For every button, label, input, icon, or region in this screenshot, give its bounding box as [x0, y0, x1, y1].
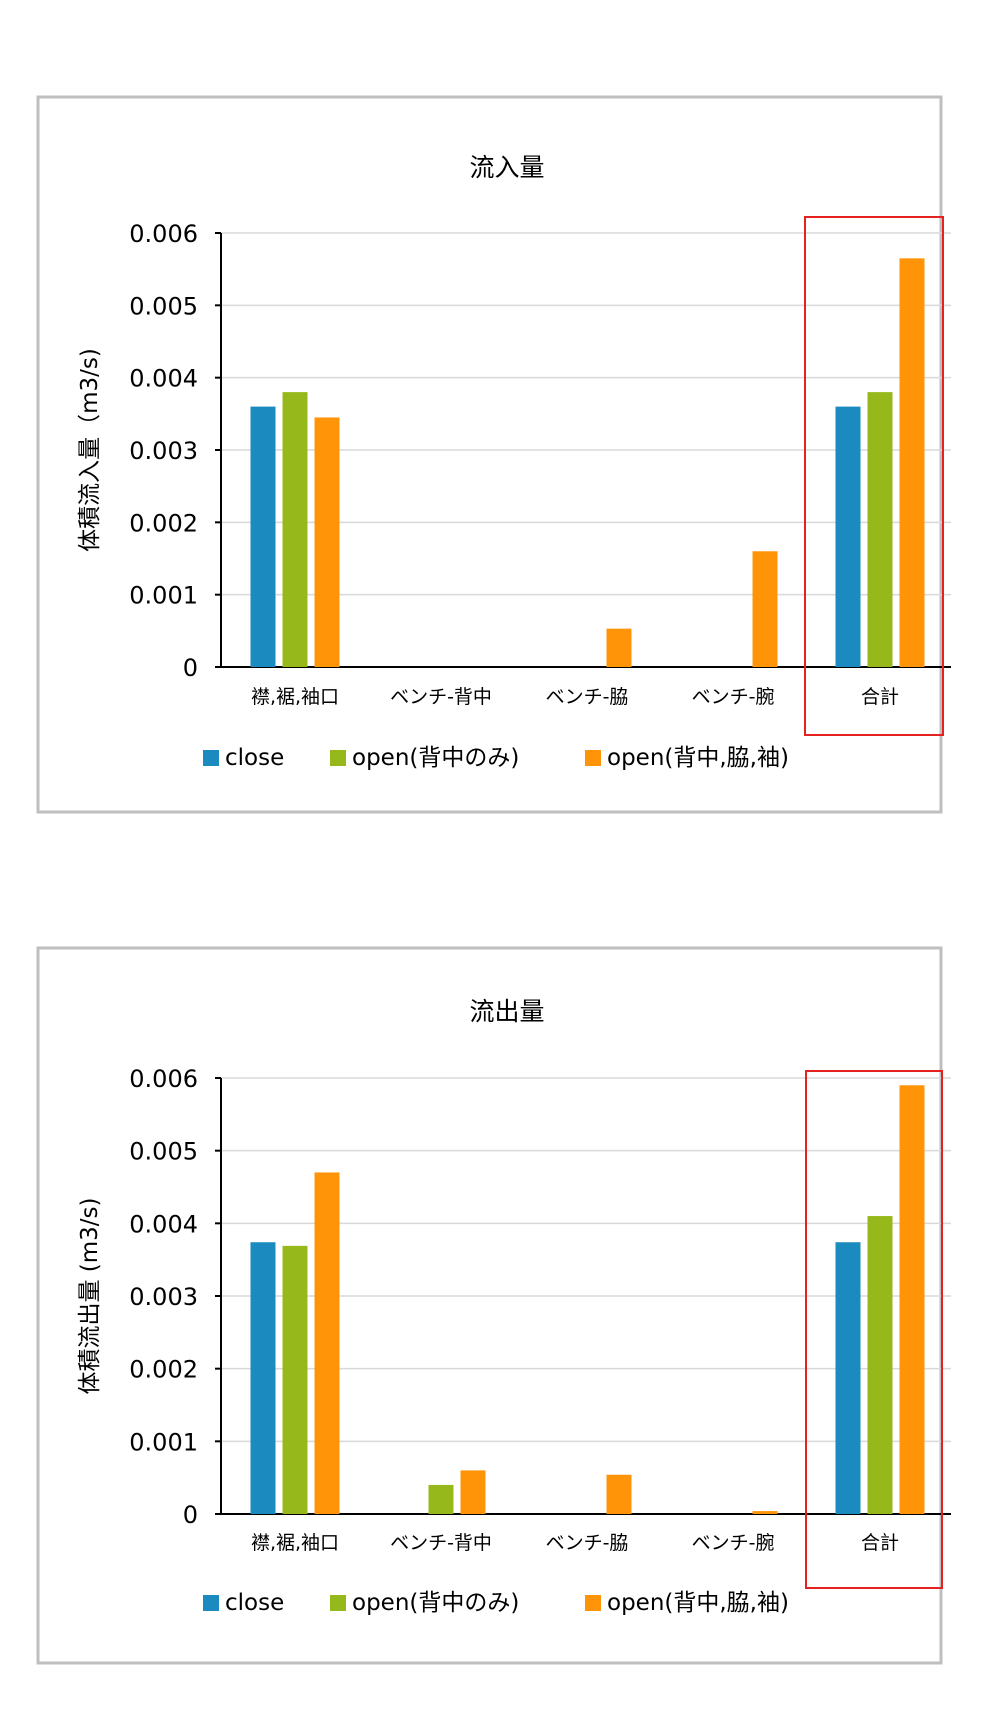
x-category-label: ベンチ-腕: [692, 1532, 775, 1554]
bar-open-2: [606, 1474, 632, 1514]
legend-label: open(背中,脇,袖): [607, 745, 789, 771]
y-tick-label: 0.001: [129, 1428, 198, 1456]
x-category-label: ベンチ-脇: [546, 686, 629, 708]
y-tick-label: 0.006: [129, 220, 198, 248]
legend-swatch-open: [585, 1595, 601, 1611]
y-tick-label: 0.004: [129, 365, 198, 393]
inflow-chart: 流入量 0 0.001 0.002 0.003 0.004 0.005 0.006 体積流入量（…: [36, 95, 951, 814]
bar-open-0: [314, 417, 340, 667]
bar-open-4: [867, 1216, 893, 1514]
x-category-label: ベンチ-背中: [390, 686, 492, 708]
chart-title: 流出量: [469, 997, 544, 1026]
bar-open-1: [460, 1470, 486, 1514]
outflow-chart-panel: 流出量 0 0.001 0.002 0.003 0.004 0.005 0.006 体積流出量 …: [0, 858, 1000, 1716]
bar-close-4: [835, 406, 861, 667]
bar-open-0: [282, 392, 308, 667]
y-tick-label: 0.002: [129, 1356, 198, 1384]
legend-swatch-close: [203, 750, 219, 766]
legend-swatch-open: [330, 1595, 346, 1611]
legend-label: close: [225, 745, 284, 771]
y-axis-label: 体積流出量 (m3/s): [77, 1197, 103, 1394]
x-category-label: ベンチ-腕: [692, 686, 775, 708]
x-category-label: ベンチ-背中: [390, 1532, 492, 1554]
legend-label: open(背中のみ): [352, 745, 519, 771]
y-tick-label: 0.003: [129, 1283, 198, 1311]
bar-open-0: [314, 1172, 340, 1514]
x-category-label: 合計: [861, 686, 899, 708]
inflow-chart-panel: 流入量 0 0.001 0.002 0.003 0.004 0.005 0.006 体積流入量（…: [0, 0, 1000, 858]
legend-label: open(背中,脇,袖): [607, 1590, 789, 1616]
bar-open-3: [752, 1511, 778, 1514]
legend-label: open(背中のみ): [352, 1590, 519, 1616]
bar-open-4: [867, 392, 893, 667]
x-category-label: 襟,裾,袖口: [251, 686, 339, 708]
x-category-label: 襟,裾,袖口: [251, 1532, 339, 1554]
chart-frame: [36, 946, 943, 1665]
y-tick-label: 0.005: [129, 1138, 198, 1166]
highlight-box-total: [804, 216, 944, 736]
bar-open-2: [606, 628, 632, 667]
bar-open-3: [752, 551, 778, 667]
legend-swatch-open: [585, 750, 601, 766]
y-tick-label: 0.006: [129, 1065, 198, 1093]
y-tick-label: 0.002: [129, 509, 198, 537]
legend-swatch-close: [203, 1595, 219, 1611]
y-tick-label: 0: [183, 1501, 198, 1529]
bar-close-0: [250, 406, 276, 667]
bar-close-0: [250, 1242, 276, 1514]
bar-open-1: [428, 1484, 454, 1514]
bar-open-4: [899, 1085, 925, 1514]
x-category-label: ベンチ-脇: [546, 1532, 629, 1554]
chart-title: 流入量: [469, 153, 544, 182]
y-axis-label: 体積流入量（m3/s): [77, 348, 103, 552]
x-category-label: 合計: [861, 1532, 899, 1554]
legend-label: close: [225, 1590, 284, 1616]
bar-open-4: [899, 258, 925, 667]
y-tick-label: 0.004: [129, 1210, 198, 1238]
y-tick-label: 0.001: [129, 582, 198, 610]
chart-frame: [36, 95, 943, 814]
bar-open-0: [282, 1245, 308, 1514]
y-tick-label: 0.003: [129, 437, 198, 465]
legend-swatch-open: [330, 750, 346, 766]
highlight-box-total: [805, 1070, 943, 1589]
bar-close-4: [835, 1242, 861, 1514]
outflow-chart: 流出量 0 0.001 0.002 0.003 0.004 0.005 0.006 体積流出量 …: [36, 946, 951, 1665]
y-tick-label: 0: [183, 654, 198, 682]
y-tick-label: 0.005: [129, 292, 198, 320]
